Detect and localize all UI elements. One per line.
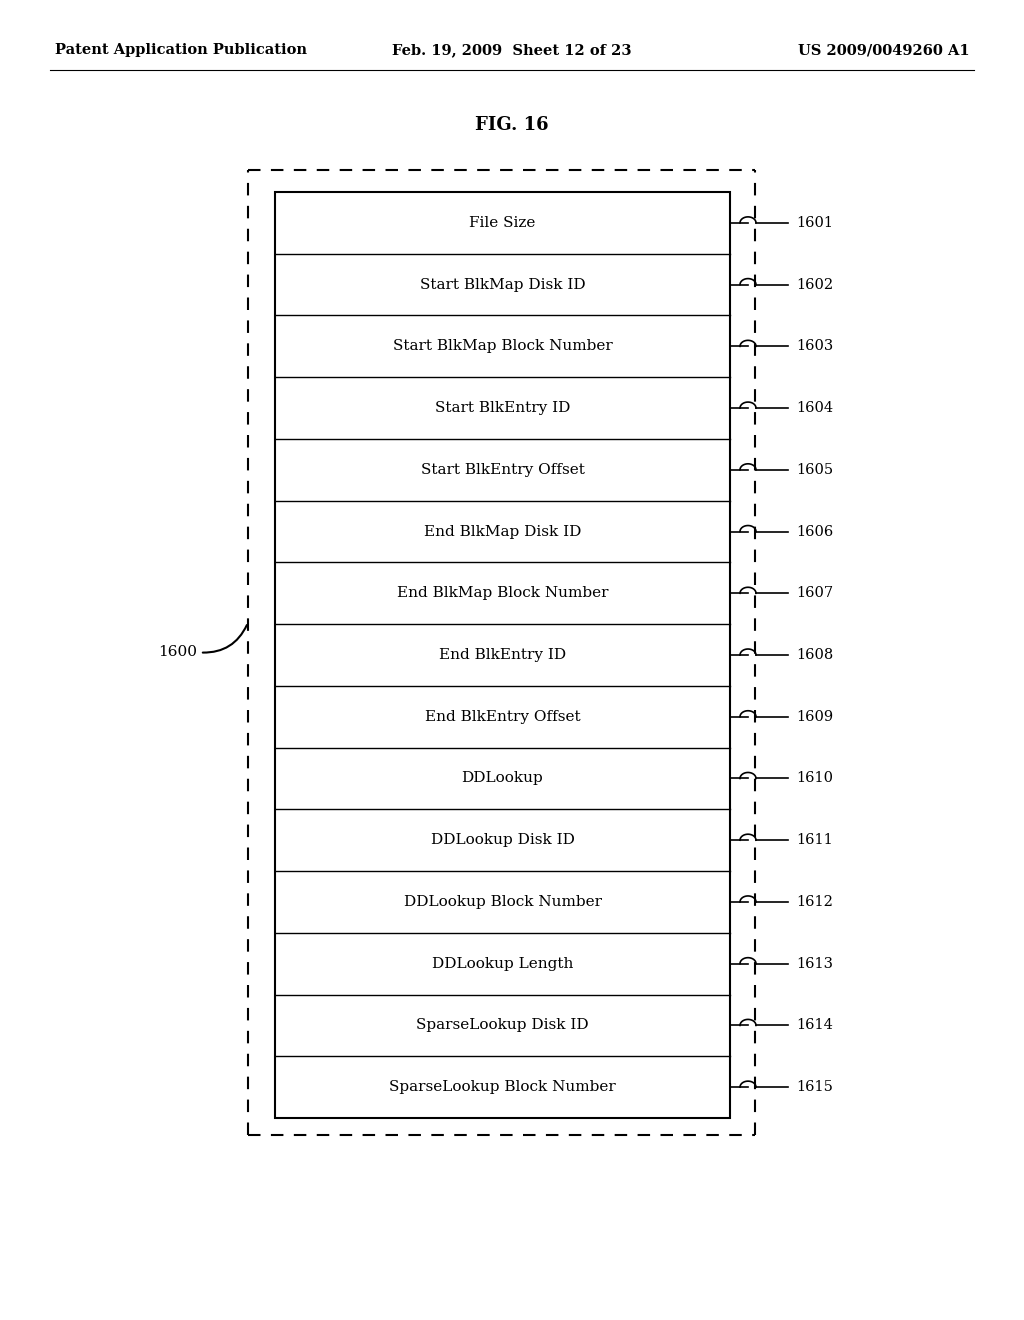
Text: 1610: 1610: [796, 771, 833, 785]
Text: 1609: 1609: [796, 710, 834, 723]
Text: End BlkEntry Offset: End BlkEntry Offset: [425, 710, 581, 723]
Text: End BlkMap Block Number: End BlkMap Block Number: [396, 586, 608, 601]
Bar: [275, 191, 730, 1118]
Text: DDLookup: DDLookup: [462, 771, 544, 785]
Text: End BlkEntry ID: End BlkEntry ID: [439, 648, 566, 663]
Text: 1605: 1605: [796, 463, 834, 477]
Text: Patent Application Publication: Patent Application Publication: [55, 44, 307, 57]
Text: File Size: File Size: [469, 216, 536, 230]
Text: DDLookup Length: DDLookup Length: [432, 957, 573, 970]
Text: 1604: 1604: [796, 401, 834, 414]
Text: 1606: 1606: [796, 524, 834, 539]
Text: SparseLookup Block Number: SparseLookup Block Number: [389, 1080, 615, 1094]
Text: DDLookup Disk ID: DDLookup Disk ID: [430, 833, 574, 847]
Text: Start BlkEntry ID: Start BlkEntry ID: [435, 401, 570, 414]
Text: 1603: 1603: [796, 339, 834, 354]
Text: 1607: 1607: [796, 586, 834, 601]
Text: End BlkMap Disk ID: End BlkMap Disk ID: [424, 524, 582, 539]
Text: 1602: 1602: [796, 277, 834, 292]
Text: Start BlkMap Disk ID: Start BlkMap Disk ID: [420, 277, 586, 292]
Text: 1600: 1600: [158, 645, 197, 660]
Text: 1614: 1614: [796, 1019, 833, 1032]
Text: SparseLookup Disk ID: SparseLookup Disk ID: [416, 1019, 589, 1032]
Text: US 2009/0049260 A1: US 2009/0049260 A1: [799, 44, 970, 57]
Text: 1615: 1615: [796, 1080, 833, 1094]
Text: FIG. 16: FIG. 16: [475, 116, 549, 135]
Text: 1601: 1601: [796, 216, 833, 230]
Text: Feb. 19, 2009  Sheet 12 of 23: Feb. 19, 2009 Sheet 12 of 23: [392, 44, 632, 57]
Text: 1613: 1613: [796, 957, 833, 970]
Text: 1611: 1611: [796, 833, 833, 847]
Text: Start BlkMap Block Number: Start BlkMap Block Number: [392, 339, 612, 354]
Text: DDLookup Block Number: DDLookup Block Number: [403, 895, 601, 909]
Text: Start BlkEntry Offset: Start BlkEntry Offset: [421, 463, 585, 477]
Text: 1612: 1612: [796, 895, 833, 909]
Text: 1608: 1608: [796, 648, 834, 663]
